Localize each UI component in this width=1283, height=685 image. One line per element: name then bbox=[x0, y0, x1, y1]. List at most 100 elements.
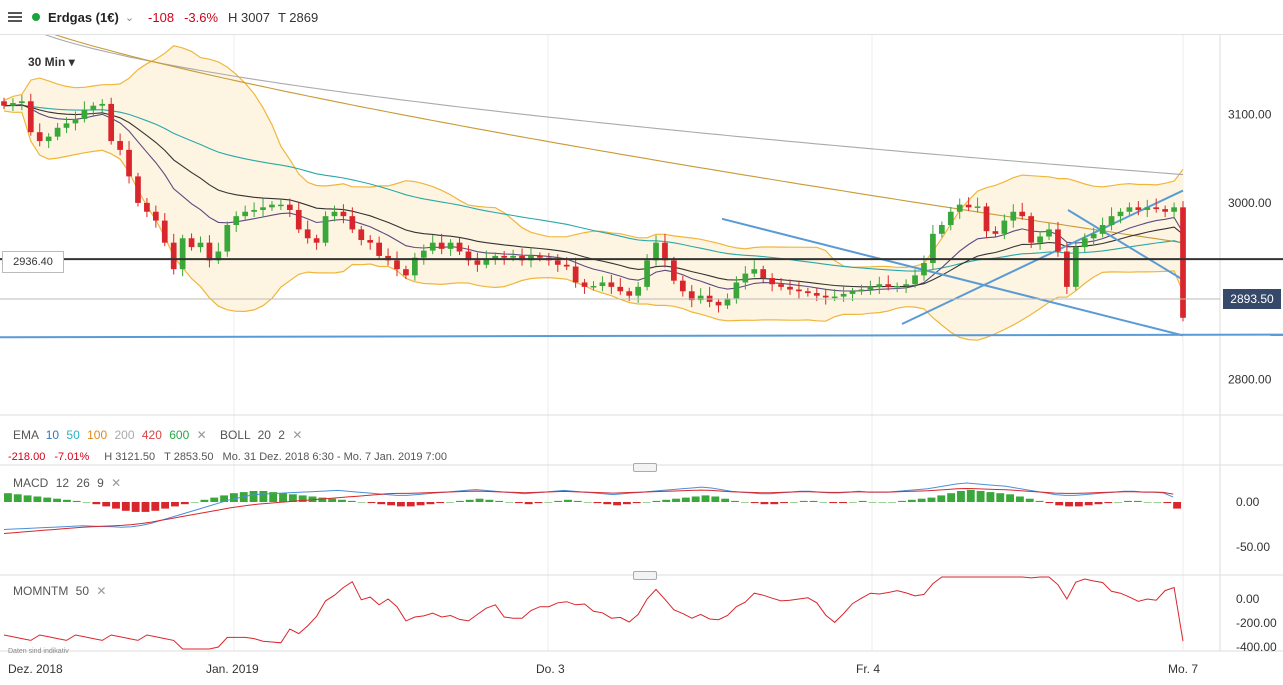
range-dates: Mo. 31 Dez. 2018 6:30 - Mo. 7 Jan. 2019 … bbox=[222, 451, 447, 463]
ema-period-100: 100 bbox=[87, 428, 108, 442]
day-high: H 3007 bbox=[228, 9, 270, 25]
ema-period-420: 420 bbox=[141, 428, 162, 442]
boll-label[interactable]: BOLL bbox=[220, 428, 251, 442]
signal-line bbox=[3, 487, 1174, 534]
macd-bar bbox=[220, 495, 229, 502]
macd-bar bbox=[1104, 502, 1113, 504]
candle-body bbox=[242, 211, 249, 217]
candle-body bbox=[956, 204, 963, 212]
candle-body bbox=[760, 269, 767, 279]
macd-bar bbox=[1173, 502, 1182, 509]
macd-bar bbox=[642, 502, 651, 503]
ema-period-200: 200 bbox=[114, 428, 135, 442]
chart-canvas[interactable]: 3100.00 3000.00 2800.00 0.00 -50.00 0.00 -20… bbox=[0, 35, 1283, 685]
chevron-down-icon[interactable]: ⌄ bbox=[124, 11, 135, 24]
candle-body bbox=[733, 282, 740, 299]
macd-bar bbox=[495, 500, 504, 502]
macd-bar bbox=[947, 493, 956, 502]
timeframe-selector[interactable]: 30 Min ▾ bbox=[20, 52, 83, 72]
macd-bar bbox=[249, 491, 258, 502]
trend-line bbox=[901, 189, 1184, 325]
candle-body bbox=[876, 284, 883, 287]
macd-bar bbox=[426, 502, 435, 505]
candle-body bbox=[36, 132, 43, 142]
candle-body bbox=[1046, 229, 1052, 237]
macd-bar bbox=[505, 502, 513, 503]
candle-body bbox=[367, 240, 374, 243]
remove-macd-icon[interactable]: ✕ bbox=[111, 476, 122, 490]
macd-bar bbox=[131, 502, 140, 512]
candle-body bbox=[412, 257, 418, 276]
remove-momentum-icon[interactable]: ✕ bbox=[96, 584, 107, 598]
macd-bar bbox=[1035, 500, 1044, 502]
candle-body bbox=[260, 207, 266, 210]
macd-bar bbox=[1074, 502, 1083, 507]
macd-bar bbox=[1124, 500, 1132, 502]
macd-bar bbox=[1055, 502, 1064, 506]
time-axis-label: Dez. 2018 bbox=[8, 662, 63, 676]
macd-bar bbox=[740, 502, 749, 503]
macd-bar bbox=[711, 496, 720, 502]
bollinger-bands bbox=[3, 45, 1184, 341]
macd-bar bbox=[13, 494, 22, 502]
macd-bar bbox=[357, 502, 366, 503]
macd-bar bbox=[1094, 502, 1103, 505]
candle-body bbox=[197, 242, 204, 248]
macd-bar bbox=[190, 502, 199, 503]
instrument-name[interactable]: Erdgas (1€) bbox=[48, 9, 119, 25]
remove-boll-icon[interactable]: ✕ bbox=[292, 428, 303, 442]
momentum-period: 50 bbox=[75, 584, 90, 598]
macd-bar bbox=[288, 494, 297, 502]
candle-body bbox=[1055, 229, 1061, 252]
ema-label[interactable]: EMA bbox=[13, 428, 39, 442]
candle-body bbox=[965, 204, 972, 208]
macd-bar bbox=[406, 502, 415, 507]
macd-label[interactable]: MACD bbox=[13, 476, 49, 490]
candle-body bbox=[903, 284, 909, 286]
ema-200 bbox=[44, 35, 1184, 176]
candle-body bbox=[1081, 238, 1088, 248]
macd-bar bbox=[62, 499, 71, 502]
macd-bar bbox=[681, 497, 690, 502]
macd-bar bbox=[338, 499, 346, 502]
candle-body bbox=[403, 269, 409, 276]
macd-bar bbox=[485, 499, 494, 502]
menu-icon[interactable] bbox=[8, 12, 22, 22]
candle-body bbox=[19, 101, 25, 104]
macd-bar bbox=[1025, 498, 1034, 502]
candle-body bbox=[135, 176, 141, 203]
macd-bar bbox=[514, 502, 523, 504]
candle-body bbox=[992, 231, 999, 234]
macd-bar bbox=[82, 502, 91, 503]
remove-ema-icon[interactable]: ✕ bbox=[196, 428, 207, 442]
candle-body bbox=[313, 238, 320, 243]
candle-body bbox=[161, 220, 168, 243]
macd-bar bbox=[573, 500, 582, 502]
candle-body bbox=[45, 136, 52, 142]
candle-body bbox=[894, 285, 901, 288]
candle-body bbox=[1037, 236, 1043, 243]
candle-body bbox=[1126, 207, 1133, 212]
momentum-label[interactable]: MOMNTM bbox=[13, 584, 69, 598]
candle-body bbox=[269, 204, 275, 208]
candle-body bbox=[813, 293, 820, 296]
candle-body bbox=[1072, 247, 1079, 287]
candle-body bbox=[233, 216, 240, 225]
candle-body bbox=[697, 295, 704, 301]
candle-body bbox=[912, 275, 918, 285]
panel-resize-handle[interactable] bbox=[633, 463, 657, 472]
candle-body bbox=[590, 285, 597, 288]
macd-bar bbox=[1006, 494, 1015, 502]
candle-body bbox=[456, 242, 463, 252]
candle-body bbox=[1144, 207, 1151, 210]
panel-resize-handle-2[interactable] bbox=[633, 571, 657, 580]
macd-bar bbox=[613, 502, 622, 506]
macd-bar bbox=[161, 502, 170, 509]
caret-down-icon: ▾ bbox=[68, 55, 75, 69]
candle-body bbox=[688, 291, 695, 301]
macd-bar bbox=[878, 502, 887, 503]
momentum-panel: 0.00 -200.00 -400.00 bbox=[3, 576, 1277, 654]
candle-body bbox=[215, 251, 222, 261]
candle-body bbox=[653, 242, 659, 261]
candle-body bbox=[1180, 207, 1186, 318]
